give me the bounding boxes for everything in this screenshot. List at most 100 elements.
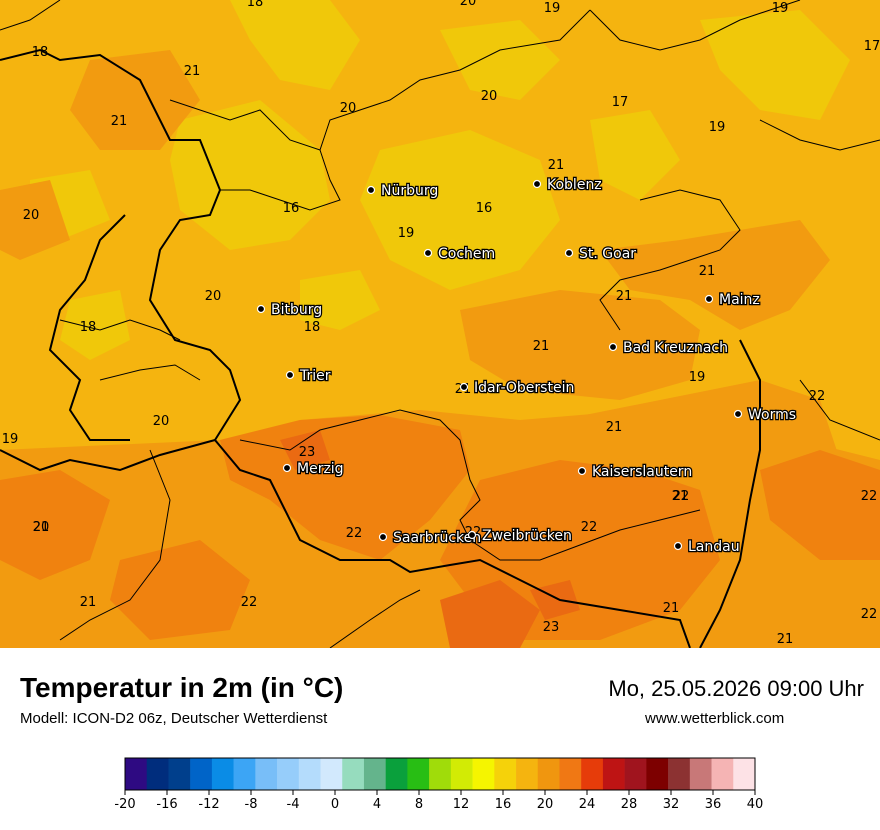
color-scale-cell xyxy=(646,758,669,790)
color-scale-tick-label: 12 xyxy=(453,797,470,812)
iso-value-label: 19 xyxy=(709,120,726,135)
city-label: Bitburg xyxy=(271,302,322,318)
iso-value-label: 21 xyxy=(606,420,623,435)
iso-value-label: 16 xyxy=(476,201,493,216)
city-dot xyxy=(366,185,376,195)
cool-patches xyxy=(30,0,850,360)
color-scale-cell xyxy=(255,758,278,790)
iso-value-label: 18 xyxy=(32,45,49,60)
color-scale-tick-label: 24 xyxy=(579,797,596,812)
iso-value-label: 21 xyxy=(699,264,716,279)
iso-value-label: 18 xyxy=(304,320,321,335)
iso-value-label: 18 xyxy=(247,0,264,10)
iso-value-label: 21 xyxy=(80,595,97,610)
iso-value-label: 16 xyxy=(283,201,300,216)
color-scale-tick-label: 0 xyxy=(331,797,339,812)
county-borders xyxy=(0,0,880,649)
iso-value-label: 23 xyxy=(299,445,316,460)
color-scale-cell xyxy=(450,758,473,790)
iso-value-label: 22 xyxy=(346,526,363,541)
iso-value-label: 22 xyxy=(581,520,598,535)
iso-value-label: 22 xyxy=(673,489,690,504)
city-label: Mainz xyxy=(719,292,760,308)
iso-value-label: 20 xyxy=(205,289,222,304)
color-scale-tick-label: 16 xyxy=(495,797,512,812)
iso-value-label: 22 xyxy=(241,595,258,610)
iso-value-label: 21 xyxy=(777,632,794,647)
iso-value-label: 19 xyxy=(689,370,706,385)
color-scale-tick-label: 36 xyxy=(705,797,722,812)
iso-value-label: 21 xyxy=(533,339,550,354)
color-scale-tick-label: 32 xyxy=(663,797,680,812)
city-label: Zweibrücken xyxy=(482,528,572,544)
iso-value-label: 20 xyxy=(33,520,50,535)
city-label: Koblenz xyxy=(547,177,602,193)
color-scale-cell xyxy=(168,758,191,790)
color-scale-cell xyxy=(581,758,604,790)
iso-value-label: 21 xyxy=(616,289,633,304)
color-scale-cell xyxy=(233,758,256,790)
color-scale-cells xyxy=(124,757,756,791)
color-scale-cell xyxy=(298,758,321,790)
color-scale-cell xyxy=(733,758,756,790)
color-scale-tick-label: -4 xyxy=(287,797,300,812)
iso-value-label: 23 xyxy=(543,620,560,635)
map-title: Temperatur in 2m (in °C) xyxy=(20,672,344,703)
color-scale-cell xyxy=(385,758,408,790)
iso-value-label: 19 xyxy=(544,1,561,16)
iso-value-label: 21 xyxy=(548,158,565,173)
color-scale-cell xyxy=(125,758,148,790)
model-subtitle: Modell: ICON-D2 06z, Deutscher Wetterdie… xyxy=(20,710,328,727)
iso-value-label: 21 xyxy=(111,114,128,129)
city-label: Idar-Oberstein xyxy=(474,380,574,396)
color-scale-tick-label: -20 xyxy=(114,797,135,812)
city-dot xyxy=(282,463,292,473)
city-dot xyxy=(733,409,743,419)
footer: Temperatur in 2m (in °C) Modell: ICON-D2… xyxy=(0,648,880,830)
very-hot-patches xyxy=(280,430,580,648)
iso-value-label: 21 xyxy=(33,520,50,535)
iso-value-label: 18 xyxy=(80,320,97,335)
iso-value-label: 20 xyxy=(460,0,477,9)
color-scale-tick-label: 4 xyxy=(373,797,381,812)
color-scale-cell xyxy=(211,758,234,790)
iso-value-label: 19 xyxy=(2,432,19,447)
color-scale-cell xyxy=(711,758,734,790)
color-scale: -20 -16 -12 -8 -4 0 4 8 12 16 20 24 28 32 36 40 xyxy=(114,757,763,812)
city-dot xyxy=(564,248,574,258)
iso-value-label: 22 xyxy=(861,489,878,504)
city-dot xyxy=(704,294,714,304)
city-label: Merzig xyxy=(297,461,344,477)
city-dot xyxy=(285,370,295,380)
iso-value-label: 22 xyxy=(809,389,826,404)
city-dot xyxy=(256,304,266,314)
iso-value-label: 21 xyxy=(672,489,689,504)
hot-patches xyxy=(0,415,880,640)
color-scale-tick-label: -12 xyxy=(198,797,219,812)
city-label: Bad Kreuznach xyxy=(623,340,728,356)
color-scale-cell xyxy=(472,758,495,790)
city-dot xyxy=(673,541,683,551)
color-scale-frame xyxy=(124,757,756,791)
color-scale-cell xyxy=(668,758,691,790)
city-label: Kaiserslautern xyxy=(592,464,692,480)
city-dot xyxy=(532,179,542,189)
iso-value-label: 20 xyxy=(340,101,357,116)
color-scale-tick-label: -16 xyxy=(156,797,177,812)
color-scale-cell xyxy=(494,758,517,790)
iso-value-label: 19 xyxy=(398,226,415,241)
color-scale-cell xyxy=(277,758,300,790)
website-link[interactable]: www.wetterblick.com xyxy=(645,710,785,727)
city-label: Nürburg xyxy=(381,183,438,199)
color-scale-cell xyxy=(429,758,452,790)
city-dot xyxy=(577,466,587,476)
iso-value-label: 20 xyxy=(23,208,40,223)
city-dot xyxy=(608,342,618,352)
color-scale-cell xyxy=(559,758,582,790)
iso-value-label: 21 xyxy=(184,64,201,79)
city-dot xyxy=(423,248,433,258)
color-scale-cell xyxy=(320,758,343,790)
color-scale-cell xyxy=(537,758,560,790)
iso-value-label: 17 xyxy=(864,39,880,54)
